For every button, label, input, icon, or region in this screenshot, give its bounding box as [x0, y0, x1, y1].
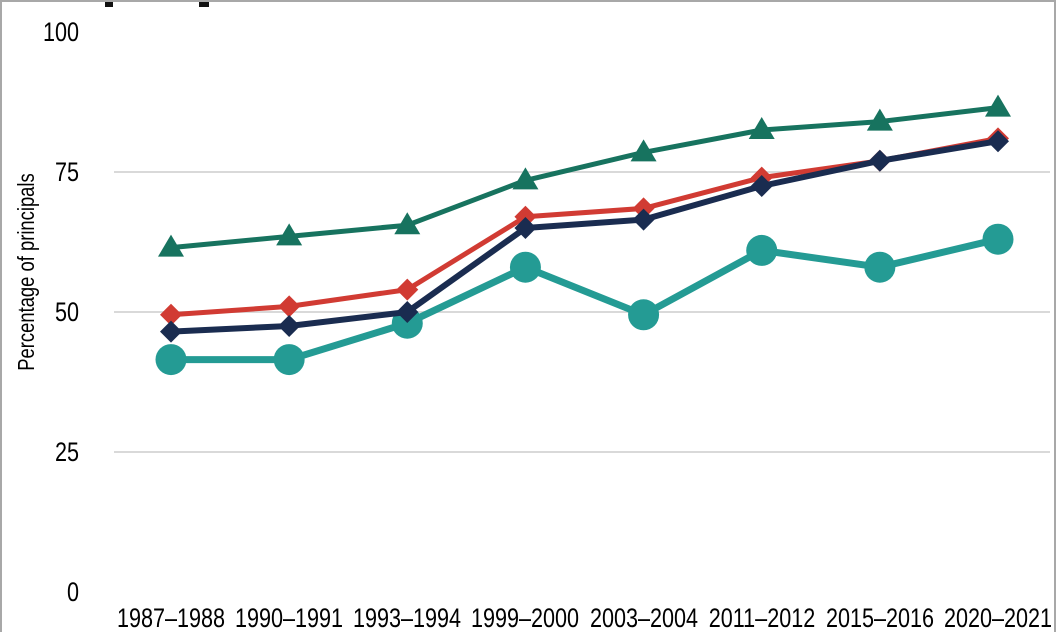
dark-green-triangle-series-marker-triangle-icon [512, 167, 539, 190]
navy-diamond-series-marker-diamond-icon [160, 320, 182, 343]
red-diamond-series-marker-diamond-icon [278, 295, 301, 318]
teal-circle-series-marker-circle-icon [982, 223, 1014, 255]
red-diamond-series-marker-diamond-icon [160, 303, 182, 326]
cropped-title-artifact [199, 2, 209, 7]
navy-diamond-series-marker-diamond-icon [987, 130, 1009, 153]
cropped-title-artifact [105, 2, 113, 7]
teal-circle-series-marker-circle-icon [273, 344, 305, 376]
navy-diamond-series [160, 130, 1009, 343]
teal-circle-series-marker-circle-icon [628, 299, 660, 331]
teal-circle-series-marker-circle-icon [864, 251, 896, 283]
dark-green-triangle-series-line [168, 105, 1001, 251]
x-category-label: 1999–2000 [470, 603, 580, 632]
y-tick-label-50: 50 [54, 297, 79, 327]
teal-circle-series-line [167, 235, 1002, 364]
x-category-label: 1993–1994 [352, 603, 462, 632]
navy-diamond-series-line [168, 138, 1001, 335]
navy-diamond-series-marker-diamond-icon [868, 149, 891, 172]
y-tick-label-75: 75 [54, 157, 79, 187]
x-category-label: 1987–1988 [116, 603, 226, 632]
dark-green-triangle-series-marker-triangle-icon [630, 139, 657, 162]
red-diamond-series-marker-diamond-icon [632, 197, 655, 220]
y-tick-label-0: 0 [66, 577, 79, 607]
navy-diamond-series-marker-diamond-icon [514, 217, 537, 239]
navy-diamond-series-marker-diamond-icon [396, 301, 419, 323]
navy-diamond-series-marker-diamond-icon [750, 175, 773, 197]
dark-green-triangle-series-marker-triangle-icon [985, 94, 1011, 117]
teal-circle-series-marker-circle-icon [746, 234, 778, 266]
x-category-label: 2011–2012 [708, 603, 816, 632]
y-tick-label-25: 25 [54, 437, 79, 467]
x-category-label: 2003–2004 [589, 603, 699, 632]
red-diamond-series-marker-diamond-icon [396, 278, 419, 301]
teal-circle-series-marker-circle-icon [509, 251, 541, 283]
dark-green-triangle-series-marker-triangle-icon [276, 223, 303, 246]
gridlines [114, 171, 1050, 453]
x-category-label: 2020–2021 [943, 603, 1053, 632]
teal-circle-series-marker-circle-icon [155, 344, 187, 376]
x-category-label: 2015–2016 [825, 603, 935, 632]
red-diamond-series-marker-diamond-icon [514, 205, 537, 228]
dark-green-triangle-series-marker-triangle-icon [158, 234, 184, 257]
dark-green-triangle-series-marker-triangle-icon [866, 108, 893, 131]
y-tick-label-100: 100 [42, 17, 79, 47]
x-category-label: 1990–1991 [234, 603, 344, 632]
dark-green-triangle-series-marker-triangle-icon [748, 117, 775, 139]
dark-green-triangle-series [158, 94, 1011, 257]
dark-green-triangle-series-marker-triangle-icon [394, 212, 421, 235]
navy-diamond-series-marker-diamond-icon [632, 208, 655, 231]
navy-diamond-series-marker-diamond-icon [278, 315, 301, 337]
teal-circle-series [155, 223, 1014, 376]
